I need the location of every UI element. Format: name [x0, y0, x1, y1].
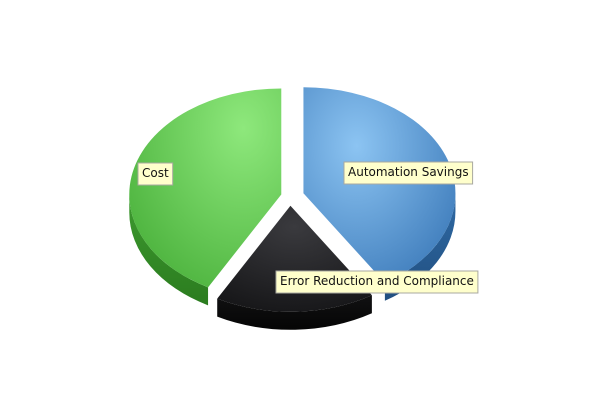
slice-label-box: [343, 161, 474, 185]
slice-side-error-reduction-and-compliance: [217, 295, 372, 330]
slice-automation-savings[interactable]: [303, 87, 456, 283]
slice-label-box: [275, 270, 479, 294]
slice-cost[interactable]: [129, 88, 282, 288]
slice-side-cost: [129, 194, 209, 306]
slice-label: Cost: [142, 166, 169, 180]
slice-label-box: [137, 162, 174, 186]
slice-label: Automation Savings: [348, 165, 469, 179]
slice-label: Error Reduction and Compliance: [280, 274, 474, 288]
